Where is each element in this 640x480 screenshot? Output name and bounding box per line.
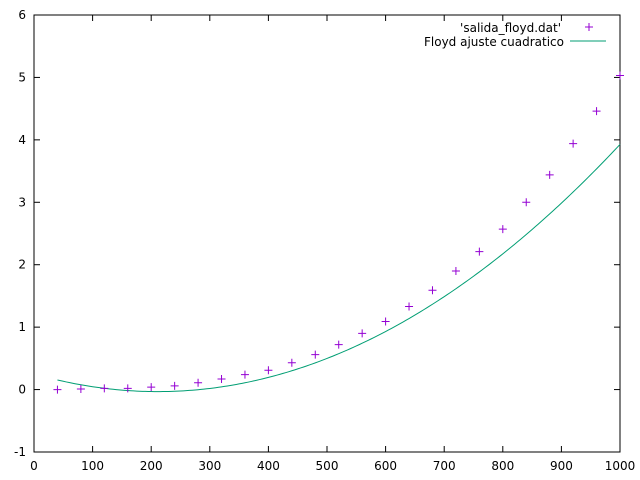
data-point: [147, 383, 156, 392]
x-tick-label: 600: [374, 459, 397, 473]
data-point: [217, 374, 226, 383]
legend: 'salida_floyd.dat' Floyd ajuste cuadrati…: [424, 21, 606, 49]
data-point: [123, 384, 132, 393]
axes: 0 100 200 300 400 500 600 700 800 900 1000 -1 0 1 2 3 4 5…: [14, 8, 635, 473]
data-point: [170, 381, 179, 390]
data-point: [498, 225, 507, 234]
data-point: [311, 350, 320, 359]
x-tick-label: 800: [491, 459, 514, 473]
x-tick-label: 500: [316, 459, 339, 473]
legend-marker-salida-floyd: [585, 23, 593, 31]
data-point: [451, 266, 460, 275]
data-point: [240, 370, 249, 379]
data-point: [194, 378, 203, 387]
legend-label-floyd-ajuste: Floyd ajuste cuadratico: [424, 35, 564, 49]
y-tick-label: -1: [14, 445, 26, 459]
data-point: [569, 139, 578, 148]
y-tick-label: 2: [18, 258, 26, 272]
data-point: [522, 198, 531, 207]
data-point: [100, 384, 109, 393]
data-point: [475, 247, 484, 256]
y-tick-label: 0: [18, 383, 26, 397]
data-point: [287, 358, 296, 367]
x-tick-label: 300: [198, 459, 221, 473]
legend-label-salida-floyd: 'salida_floyd.dat': [460, 21, 561, 35]
x-tick-label: 100: [81, 459, 104, 473]
data-point: [76, 384, 85, 393]
data-point: [334, 340, 343, 349]
x-tick-label: 200: [140, 459, 163, 473]
data-point: [405, 302, 414, 311]
x-tick-label: 1000: [605, 459, 636, 473]
data-point: [53, 385, 62, 394]
x-tick-label: 900: [550, 459, 573, 473]
data-point: [592, 107, 601, 116]
y-tick-label: 5: [18, 70, 26, 84]
data-point: [358, 329, 367, 338]
y-tick-label: 1: [18, 320, 26, 334]
data-point: [381, 317, 390, 326]
data-point: [428, 286, 437, 295]
x-tick-label: 400: [257, 459, 280, 473]
x-tick-label: 0: [30, 459, 38, 473]
y-tick-label: 6: [18, 8, 26, 22]
x-tick-label: 700: [433, 459, 456, 473]
y-tick-label: 3: [18, 195, 26, 209]
series-area: [53, 71, 624, 394]
data-point: [616, 71, 624, 80]
fit-curve-line: [57, 144, 621, 393]
data-point: [264, 366, 273, 375]
data-point: [545, 170, 554, 179]
y-tick-label: 4: [18, 133, 26, 147]
